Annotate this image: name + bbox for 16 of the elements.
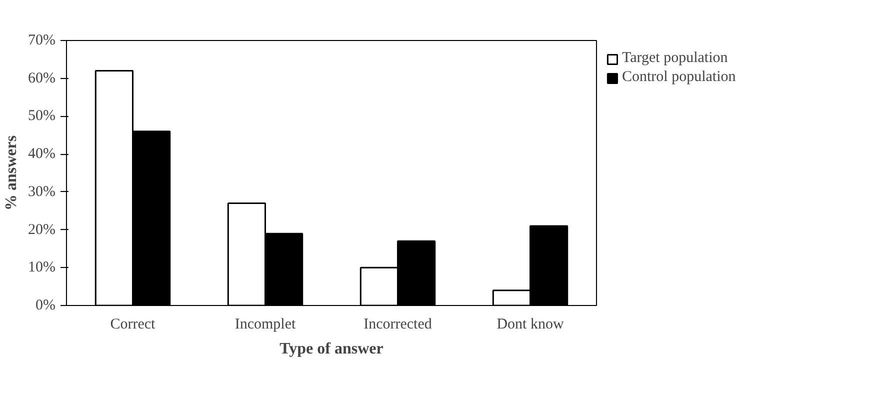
- y-axis-title: % answers: [3, 135, 20, 211]
- y-tick-label: 10%: [28, 260, 56, 276]
- legend-label: Control population: [622, 69, 736, 86]
- x-tick-label: Incomplet: [234, 316, 296, 332]
- legend-label: Target population: [622, 50, 728, 67]
- y-tick-label: 70%: [28, 32, 56, 48]
- y-tick-label: 50%: [28, 108, 56, 124]
- y-tick-label: 60%: [28, 70, 56, 86]
- x-tick-label: Dont know: [496, 316, 564, 332]
- y-tick-label: 40%: [28, 146, 56, 162]
- x-tick-label: Incorrected: [364, 316, 432, 332]
- x-tick-label: Correct: [110, 316, 156, 332]
- y-tick-label: 0%: [36, 298, 56, 314]
- x-axis-title: Type of answer: [280, 340, 384, 358]
- y-tick-label: 30%: [28, 184, 56, 200]
- y-tick-label: 20%: [28, 222, 56, 238]
